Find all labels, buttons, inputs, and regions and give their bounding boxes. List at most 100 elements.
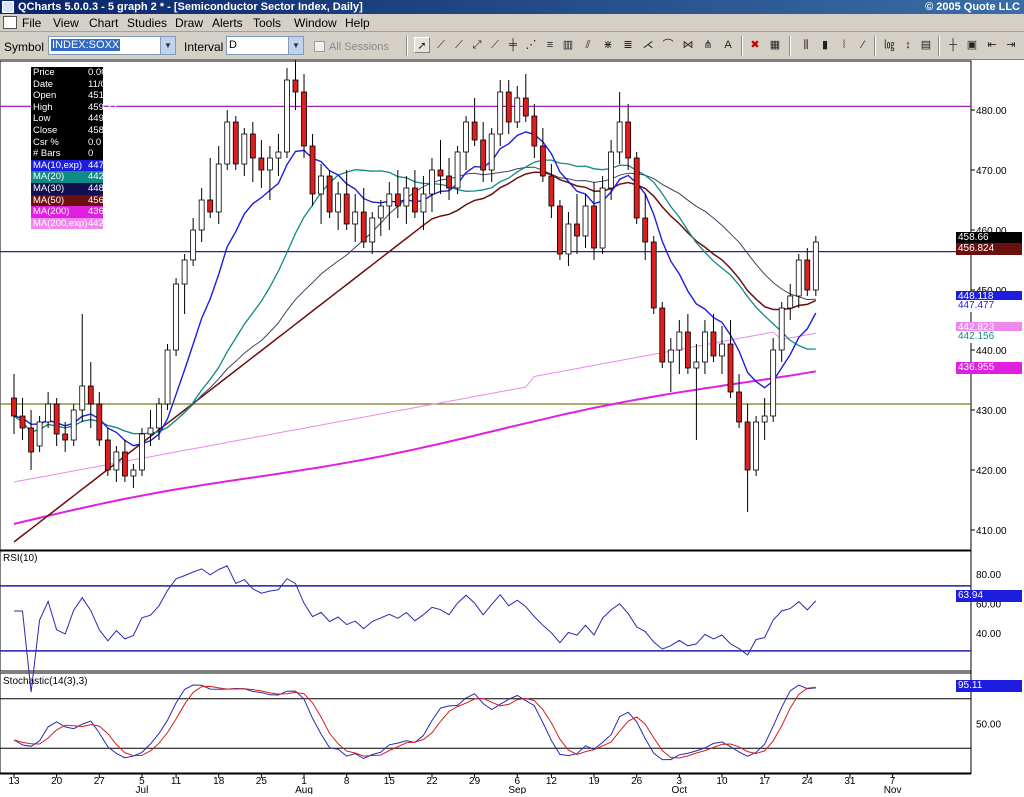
ohlc-chart-icon[interactable]: ⦚ xyxy=(842,39,846,51)
candle-body xyxy=(19,415,26,429)
candle-body xyxy=(744,421,751,471)
gann-tool-icon[interactable]: ⋇ xyxy=(603,39,613,51)
candle-body xyxy=(539,145,546,177)
rsi-tick-label: 60.00 xyxy=(976,600,1001,611)
menu-alerts[interactable]: Alerts xyxy=(212,16,243,30)
candle-body xyxy=(164,349,171,405)
candle-body xyxy=(326,175,333,213)
channel-tool-icon[interactable]: ▥ xyxy=(562,39,574,51)
menu-studies[interactable]: Studies xyxy=(127,16,168,30)
candle-body xyxy=(318,175,324,195)
candle-body xyxy=(693,361,700,369)
chart-canvas[interactable]: 410.00420.00430.00440.00450.00460.00470.… xyxy=(0,56,1024,796)
menu-draw[interactable]: Draw xyxy=(175,16,204,30)
cycle-tool-icon[interactable]: ⋈ xyxy=(682,39,694,51)
arc-tool-icon[interactable]: ⌒ xyxy=(662,39,674,51)
candle-body xyxy=(591,205,597,249)
candle-body xyxy=(403,187,410,207)
date-tick-label: 12 xyxy=(546,776,558,787)
pointer-tool-icon[interactable]: ➚ xyxy=(414,37,430,53)
month-label: Jul xyxy=(136,785,149,794)
menu-help[interactable]: Help xyxy=(345,16,370,30)
candle-body xyxy=(241,133,248,165)
month-label: Nov xyxy=(884,785,902,794)
candle-body xyxy=(497,91,504,135)
candle-body xyxy=(198,199,205,231)
candle-body xyxy=(710,331,717,357)
menu-window[interactable]: Window xyxy=(294,16,337,30)
date-tick-label: 13 xyxy=(8,776,20,787)
menu-chart[interactable]: Chart xyxy=(89,16,119,30)
grid-icon[interactable]: ▦ xyxy=(769,39,781,51)
candle-body xyxy=(650,241,657,309)
line-tool-icon[interactable]: ⟋ xyxy=(437,39,445,51)
symbol-value: INDEX:SOXX xyxy=(51,39,121,51)
fan-tool-icon[interactable]: ⋰ xyxy=(525,39,537,51)
price-panel-frame xyxy=(0,60,972,551)
candle-body xyxy=(770,349,777,417)
candle-body xyxy=(11,397,17,417)
interval-label: Interval xyxy=(184,40,224,54)
pitchfork-tool-icon[interactable]: ⋔ xyxy=(703,39,713,51)
chevron-down-icon[interactable]: ▼ xyxy=(288,37,303,54)
chevron-down-icon[interactable]: ▼ xyxy=(160,37,175,54)
candle-chart-icon[interactable]: ▮ xyxy=(821,39,829,51)
info-row-price: Price 0.00 xyxy=(33,67,107,78)
symbol-label: Symbol xyxy=(4,40,45,54)
retracement-tool-icon[interactable]: ≣ xyxy=(623,39,633,51)
price-tag-ma10: 447.477 xyxy=(956,299,1022,312)
fib-tool-icon[interactable]: ≡ xyxy=(546,39,554,51)
menu-view[interactable]: View xyxy=(53,16,79,30)
chart-area[interactable]: 410.00420.00430.00440.00450.00460.00470.… xyxy=(0,56,1024,796)
date-tick-label: 8 xyxy=(344,776,350,787)
properties-icon[interactable]: ▣ xyxy=(966,39,978,51)
stochastic-value-tag: 95.11 xyxy=(956,680,1022,692)
date-tick-label: 31 xyxy=(844,776,856,787)
regression-tool-icon[interactable]: ⫽ xyxy=(585,39,591,51)
price-tick-label: 460.00 xyxy=(976,226,1007,237)
candle-body xyxy=(659,307,666,363)
price-tick-label: 480.00 xyxy=(976,106,1007,117)
toolbar: Symbol INDEX:SOXX ▼ Interval D ▼ All Ses… xyxy=(0,32,1024,60)
document-icon[interactable] xyxy=(3,16,17,29)
scale-icon[interactable]: ↕ xyxy=(905,39,911,51)
trend-tool-icon[interactable]: ⟋ xyxy=(491,39,499,51)
candle-body xyxy=(684,331,691,369)
crosshair-icon[interactable]: ┼ xyxy=(949,39,957,51)
date-tick-label: 3 xyxy=(677,776,683,787)
month-label: Sep xyxy=(508,785,526,794)
candle-body xyxy=(736,391,742,423)
extended-line-icon[interactable]: ⤢ xyxy=(472,39,482,51)
month-label: Aug xyxy=(295,785,313,794)
candle-body xyxy=(386,193,393,207)
interval-combo[interactable]: D ▼ xyxy=(226,36,304,55)
study-icon[interactable]: ▤ xyxy=(920,39,932,51)
delete-drawings-icon[interactable]: ✖ xyxy=(750,39,760,51)
zoom-out-icon[interactable]: ⇤ xyxy=(987,39,997,51)
text-tool-icon[interactable]: A xyxy=(724,39,732,51)
price-tick-label: 420.00 xyxy=(976,466,1007,477)
candle-body xyxy=(147,427,154,435)
speed-line-icon[interactable]: ⋌ xyxy=(642,39,654,51)
log-scale-icon[interactable]: ㏒ xyxy=(883,39,895,51)
date-tick-label: 18 xyxy=(213,776,225,787)
ray-tool-icon[interactable]: ⟋ xyxy=(455,39,463,51)
menu-tools[interactable]: Tools xyxy=(253,16,282,30)
candle-body xyxy=(565,223,572,255)
zoom-in-icon[interactable]: ⇥ xyxy=(1006,39,1016,51)
symbol-combo[interactable]: INDEX:SOXX ▼ xyxy=(48,36,176,55)
candle-body xyxy=(804,259,811,291)
candle-body xyxy=(795,259,802,297)
all-sessions-checkbox[interactable] xyxy=(314,41,325,52)
candle-body xyxy=(514,97,521,123)
candle-body xyxy=(352,211,359,225)
line-chart-icon[interactable]: ⁄ xyxy=(862,39,864,51)
cross-line-icon[interactable]: ╪ xyxy=(509,39,517,51)
candle-body xyxy=(582,205,589,237)
bar-chart-icon[interactable]: ⫼ xyxy=(803,39,809,51)
menu-file[interactable]: File xyxy=(22,16,42,30)
price-tag-ma200: 436.955 xyxy=(956,362,1022,375)
candle-body xyxy=(62,433,69,441)
candle-body xyxy=(104,439,111,471)
date-tick-label: 1 xyxy=(301,776,307,787)
